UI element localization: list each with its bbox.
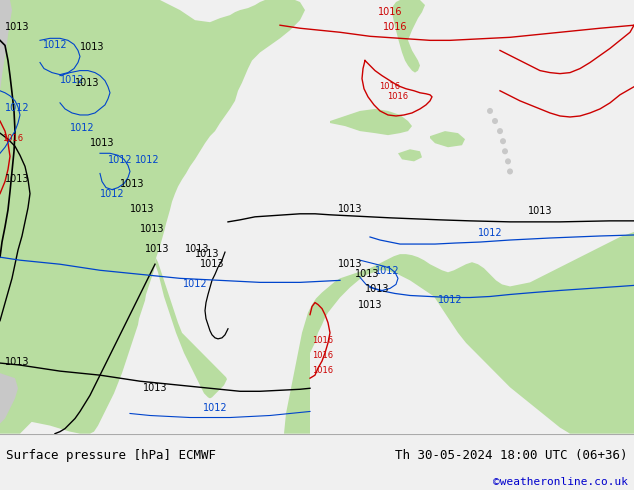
- Text: 1013: 1013: [140, 224, 164, 234]
- Circle shape: [505, 158, 511, 164]
- Polygon shape: [155, 258, 227, 398]
- Text: 1012: 1012: [477, 228, 502, 238]
- Text: 1013: 1013: [195, 249, 219, 259]
- Text: 1016: 1016: [387, 92, 408, 101]
- Text: 1012: 1012: [183, 279, 207, 290]
- Text: 1012: 1012: [5, 103, 30, 113]
- Text: 1013: 1013: [355, 270, 380, 279]
- Text: 1013: 1013: [358, 299, 382, 310]
- Text: 1013: 1013: [75, 78, 100, 88]
- Text: 1013: 1013: [365, 285, 389, 294]
- Polygon shape: [330, 109, 412, 135]
- Circle shape: [492, 118, 498, 124]
- Polygon shape: [392, 0, 425, 73]
- Text: 1013: 1013: [5, 357, 30, 367]
- Text: 1013: 1013: [80, 43, 105, 52]
- Text: 1013: 1013: [5, 173, 30, 184]
- Text: 1012: 1012: [203, 403, 228, 414]
- Polygon shape: [0, 0, 53, 434]
- Text: 1013: 1013: [338, 204, 362, 214]
- Text: 1016: 1016: [312, 336, 333, 345]
- Text: 1013: 1013: [338, 259, 363, 269]
- Text: 1012: 1012: [42, 40, 67, 50]
- Text: 1016: 1016: [312, 351, 333, 360]
- Text: ©weatheronline.co.uk: ©weatheronline.co.uk: [493, 477, 628, 487]
- Text: 1016: 1016: [312, 366, 333, 375]
- Text: 1016: 1016: [379, 82, 401, 91]
- Text: 1013: 1013: [145, 244, 169, 254]
- Text: 1012: 1012: [135, 155, 160, 166]
- Text: 1012: 1012: [375, 266, 399, 276]
- Polygon shape: [0, 0, 12, 91]
- Text: 1012: 1012: [70, 123, 94, 133]
- Text: 1016: 1016: [383, 22, 407, 32]
- Polygon shape: [430, 131, 465, 147]
- Text: 1012: 1012: [108, 155, 133, 166]
- Polygon shape: [0, 373, 18, 423]
- Text: 1013: 1013: [185, 244, 209, 254]
- Circle shape: [497, 128, 503, 134]
- Text: 1013: 1013: [143, 383, 167, 393]
- Text: 1013: 1013: [90, 138, 115, 148]
- Text: 1013: 1013: [130, 204, 155, 214]
- Text: 1016: 1016: [378, 7, 402, 17]
- Text: 1013: 1013: [527, 206, 552, 216]
- Circle shape: [502, 148, 508, 154]
- Polygon shape: [284, 232, 634, 434]
- Text: 1013: 1013: [200, 259, 224, 269]
- Circle shape: [487, 108, 493, 114]
- Text: 1013: 1013: [5, 22, 30, 32]
- Text: 1013: 1013: [120, 178, 145, 189]
- Text: 1016: 1016: [2, 134, 23, 143]
- Text: 1012: 1012: [100, 189, 125, 198]
- Text: Th 30-05-2024 18:00 UTC (06+36): Th 30-05-2024 18:00 UTC (06+36): [395, 448, 628, 462]
- Text: 1012: 1012: [60, 74, 84, 85]
- Polygon shape: [0, 0, 305, 434]
- Polygon shape: [398, 149, 422, 161]
- Text: 1012: 1012: [437, 294, 462, 305]
- Circle shape: [507, 169, 513, 174]
- Circle shape: [500, 138, 506, 144]
- Text: Surface pressure [hPa] ECMWF: Surface pressure [hPa] ECMWF: [6, 448, 216, 462]
